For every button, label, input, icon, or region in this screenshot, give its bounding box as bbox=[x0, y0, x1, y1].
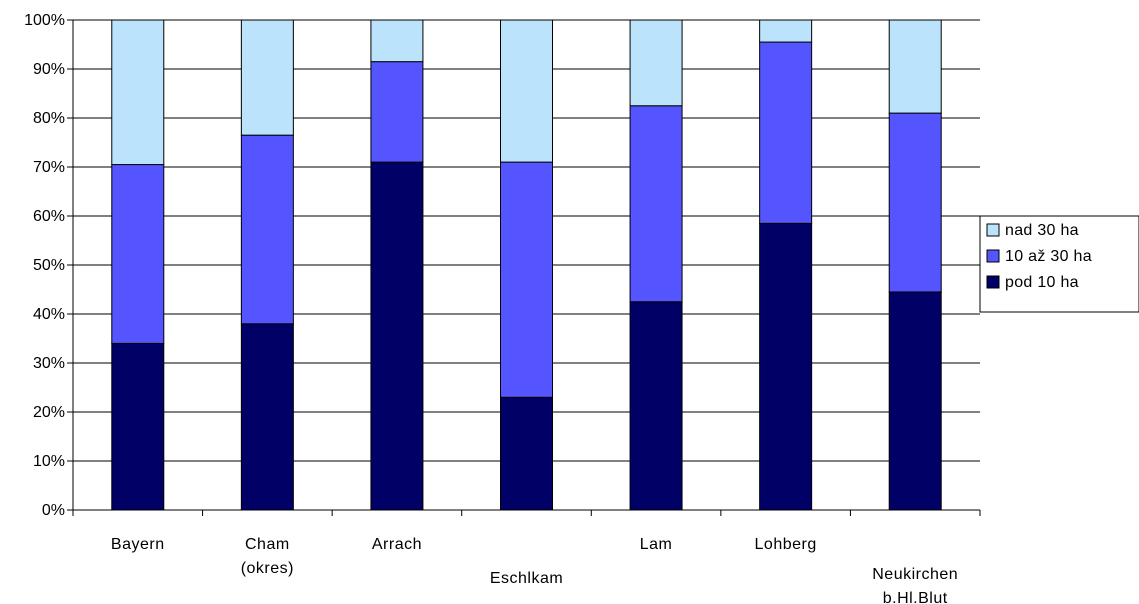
y-tick-label: 10% bbox=[33, 453, 65, 470]
bar-segment bbox=[629, 19, 683, 107]
bar-segment bbox=[111, 164, 165, 344]
bar-segment bbox=[500, 161, 553, 398]
x-category-label-line: Eschlkam bbox=[490, 570, 563, 587]
bar-segment bbox=[500, 396, 553, 511]
x-category-label-line: Arrach bbox=[372, 536, 422, 553]
y-tick-label: 90% bbox=[33, 61, 65, 78]
bar-segment bbox=[888, 19, 942, 114]
bar-segment bbox=[370, 161, 424, 511]
bar-segment bbox=[629, 301, 683, 511]
x-category-label: Cham (okres) bbox=[241, 536, 294, 577]
bar-segment bbox=[370, 19, 424, 63]
y-tick-label: 70% bbox=[33, 159, 65, 176]
legend-swatch bbox=[986, 249, 1000, 263]
x-category-label: Arrach bbox=[372, 536, 422, 553]
bar-segment bbox=[370, 61, 424, 163]
y-tick-label: 80% bbox=[33, 110, 65, 127]
bar-segment bbox=[111, 342, 165, 511]
legend-label: pod 10 ha bbox=[1005, 274, 1079, 291]
bar-stack bbox=[111, 19, 165, 511]
x-category-label-line: Lohberg bbox=[755, 536, 817, 553]
bar-stack bbox=[759, 19, 813, 511]
bar-segment bbox=[759, 41, 813, 224]
bar-segment bbox=[759, 222, 813, 511]
bar-segment bbox=[240, 19, 294, 136]
y-tick-label: 40% bbox=[33, 306, 65, 323]
x-category-label: Lam bbox=[640, 536, 673, 553]
bar-stack bbox=[370, 19, 424, 511]
x-category-label: Eschlkam bbox=[490, 570, 563, 587]
legend-swatch bbox=[986, 275, 1000, 289]
x-category-label-line: b.Hl.Blut bbox=[883, 590, 948, 604]
bar-stacks bbox=[111, 19, 942, 511]
x-category-label: Neukirchen b.Hl.Blut bbox=[872, 566, 958, 604]
bar-segment bbox=[240, 323, 294, 511]
y-tick-label: 100% bbox=[24, 12, 65, 29]
legend-box bbox=[979, 215, 1139, 313]
bar-segment bbox=[240, 134, 294, 325]
x-category-label-line: Bayern bbox=[111, 536, 165, 553]
legend-label: 10 až 30 ha bbox=[1005, 248, 1092, 265]
legend: nad 30 ha 10 až 30 ha pod 10 ha bbox=[979, 215, 1139, 313]
bar-segment bbox=[759, 19, 813, 43]
x-category-label: Lohberg bbox=[755, 536, 817, 553]
bar-segment bbox=[500, 19, 553, 163]
bar-stack bbox=[888, 19, 942, 511]
legend-swatch bbox=[986, 223, 1000, 237]
x-category-label-line: Neukirchen bbox=[872, 566, 958, 583]
legend-label: nad 30 ha bbox=[1005, 222, 1079, 239]
y-tick-label: 0% bbox=[42, 502, 65, 519]
x-category-label-line: Lam bbox=[640, 536, 673, 553]
y-tick-label: 30% bbox=[33, 355, 65, 372]
bar-segment bbox=[111, 19, 165, 166]
y-tick-label: 50% bbox=[33, 257, 65, 274]
y-axis-tick-labels: 0% 10% 20% 30% 40% 50% 60% 70% 80% 90% 100% bbox=[24, 12, 65, 519]
y-tick-label: 20% bbox=[33, 404, 65, 421]
x-category-label: Bayern bbox=[111, 536, 165, 553]
bar-segment bbox=[888, 291, 942, 511]
y-tick-label: 60% bbox=[33, 208, 65, 225]
bar-segment bbox=[629, 105, 683, 303]
x-axis-category-labels: Bayern Cham (okres) Arrach Eschlkam Lam Lohber… bbox=[111, 536, 958, 604]
bar-segment bbox=[888, 112, 942, 293]
bar-stack bbox=[500, 19, 553, 511]
bar-stack bbox=[240, 19, 294, 511]
x-category-label-line: Cham bbox=[245, 536, 290, 553]
bar-stack bbox=[629, 19, 683, 511]
x-category-label-line: (okres) bbox=[241, 560, 294, 577]
axes bbox=[72, 20, 981, 516]
